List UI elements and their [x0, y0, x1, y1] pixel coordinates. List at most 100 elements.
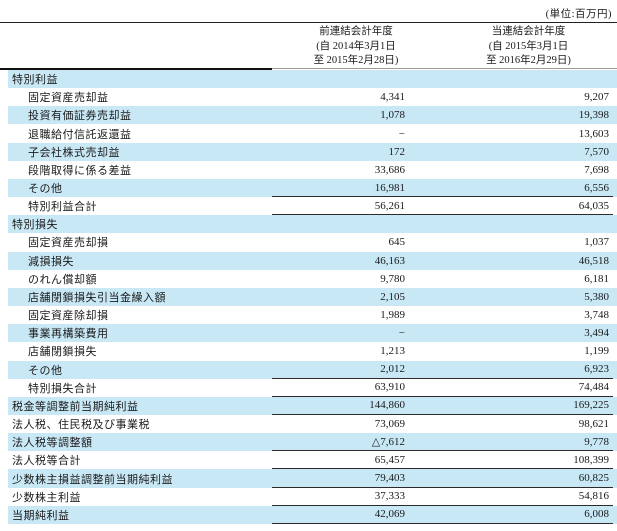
table-row: その他 16,981 6,556 [0, 178, 617, 198]
value-current-period: 6,181 [584, 272, 609, 285]
row-label: 段階取得に係る差益 [28, 164, 132, 177]
row-values: 73,069 98,621 [272, 415, 613, 433]
value-current-period: 9,207 [584, 91, 609, 104]
value-previous-period: 172 [388, 145, 406, 158]
table-row: 特別損失合計 63,910 74,484 [0, 379, 617, 397]
value-previous-period: 56,261 [374, 199, 405, 212]
row-values: 33,686 7,698 [272, 161, 613, 179]
value-current-period: 6,008 [584, 508, 609, 521]
row-label: のれん償却額 [28, 273, 97, 286]
table-row: 当期純利益 42,069 6,008 [0, 505, 617, 524]
value-previous-period: 46,163 [374, 254, 405, 267]
table-row: 段階取得に係る差益 33,686 7,698 [0, 161, 617, 179]
row-values: 1,989 3,748 [272, 306, 613, 324]
value-current-period: 6,556 [584, 181, 609, 194]
row-label: 特別利益合計 [28, 201, 97, 214]
value-previous-period: 2,012 [380, 363, 405, 376]
value-current-period: 7,698 [584, 163, 609, 176]
column-period-to: 至 2015年2月28日) [313, 55, 399, 66]
row-label: 少数株主利益 [12, 491, 81, 504]
table-body: 特別利益 固定資産売却益 4,341 9,207 投資有価証券売却益 1,078… [0, 70, 617, 524]
column-header-previous-fiscal-year: 前連結会計年度 (自 2014年3月1日 至 2015年2月28日) [272, 25, 440, 69]
table-row: 投資有価証券売却益 1,078 19,398 [0, 106, 617, 125]
row-values: 65,457 108,399 [272, 451, 613, 470]
value-current-period: 3,748 [584, 309, 609, 322]
row-label: 法人税等調整額 [12, 437, 93, 450]
row-label: 退職給付信託返還益 [28, 128, 132, 141]
value-previous-period: 63,910 [374, 381, 405, 394]
table-row: 少数株主損益調整前当期純利益 79,403 60,825 [0, 469, 617, 488]
row-label: 事業再構築費用 [28, 328, 109, 341]
value-current-period: 54,816 [578, 490, 609, 503]
table-row: 法人税、住民税及び事業税 73,069 98,621 [0, 415, 617, 433]
value-current-period: 5,380 [584, 290, 609, 303]
value-current-period: 6,923 [584, 363, 609, 376]
table-row: その他 2,012 6,923 [0, 360, 617, 379]
table-header: 前連結会計年度 (自 2014年3月1日 至 2015年2月28日) 当連結会計… [0, 23, 617, 70]
column-period-from: (自 2015年3月1日 [488, 40, 569, 52]
row-label: 固定資産除却損 [28, 310, 109, 323]
row-label: 当期純利益 [12, 509, 70, 522]
row-values [272, 70, 613, 88]
value-previous-period: 16,981 [374, 181, 405, 194]
row-values: 16,981 6,556 [272, 179, 613, 198]
value-current-period: 19,398 [578, 109, 609, 122]
row-values [272, 215, 613, 233]
value-current-period: 74,484 [578, 381, 609, 394]
value-previous-period: − [398, 327, 405, 340]
row-values: − 13,603 [272, 124, 613, 142]
value-current-period: 13,603 [578, 127, 609, 140]
row-values: △7,612 9,778 [272, 433, 613, 452]
value-previous-period: 1,213 [380, 345, 405, 358]
table-row: 減損損失 46,163 46,518 [0, 251, 617, 270]
row-values: 37,333 54,816 [272, 488, 613, 506]
value-current-period: 98,621 [578, 418, 609, 431]
column-period-to: 至 2016年2月29日) [486, 55, 571, 66]
row-label: 法人税等合計 [12, 455, 81, 468]
value-previous-period: 65,457 [374, 453, 405, 466]
column-title: 前連結会計年度 [319, 26, 393, 37]
value-previous-period: 144,860 [369, 399, 405, 412]
header-rule-thin [272, 68, 617, 69]
row-values: 172 7,570 [272, 143, 613, 161]
row-label: その他 [28, 183, 63, 196]
row-label: 固定資産売却損 [28, 237, 109, 250]
value-previous-period: △7,612 [371, 436, 405, 449]
table-row: 退職給付信託返還益 − 13,603 [0, 124, 617, 142]
value-previous-period: 645 [388, 236, 406, 249]
value-previous-period: 2,105 [380, 290, 405, 303]
row-label: 店舗閉鎖損失引当金繰入額 [28, 291, 166, 304]
row-values: 56,261 64,035 [272, 197, 613, 216]
row-values: − 3,494 [272, 324, 613, 342]
row-values: 63,910 74,484 [272, 379, 613, 397]
row-label: 減損損失 [28, 255, 74, 268]
value-previous-period: 37,333 [374, 490, 405, 503]
value-current-period: 3,494 [584, 327, 609, 340]
table-row: 特別損失 [0, 215, 617, 234]
header-rule-thick [0, 68, 272, 70]
table-row: 特別利益合計 56,261 64,035 [0, 197, 617, 216]
column-title: 当連結会計年度 [491, 26, 566, 37]
table-row: 法人税等合計 65,457 108,399 [0, 451, 617, 470]
column-header-current-fiscal-year: 当連結会計年度 (自 2015年3月1日 至 2016年2月29日) [440, 25, 617, 69]
column-period-from: (自 2014年3月1日 [316, 40, 396, 52]
table-row: 法人税等調整額 △7,612 9,778 [0, 433, 617, 452]
value-previous-period: 4,341 [380, 91, 405, 104]
value-previous-period: 42,069 [374, 508, 405, 521]
row-values: 2,105 5,380 [272, 288, 613, 306]
row-label: 特別損失 [12, 219, 58, 232]
value-current-period: 169,225 [573, 399, 609, 412]
row-label: 税金等調整前当期純利益 [12, 400, 139, 413]
table-row: 固定資産除却損 1,989 3,748 [0, 306, 617, 324]
table-row: 子会社株式売却益 172 7,570 [0, 142, 617, 161]
row-values: 46,163 46,518 [272, 252, 613, 270]
table-row: のれん償却額 9,780 6,181 [0, 270, 617, 288]
row-label: 少数株主損益調整前当期純利益 [12, 473, 173, 486]
value-current-period: 1,199 [584, 345, 609, 358]
value-current-period: 9,778 [584, 435, 609, 448]
row-values: 645 1,037 [272, 233, 613, 251]
value-current-period: 108,399 [573, 453, 609, 466]
row-label: 法人税、住民税及び事業税 [12, 419, 150, 432]
table-row: 少数株主利益 37,333 54,816 [0, 488, 617, 506]
